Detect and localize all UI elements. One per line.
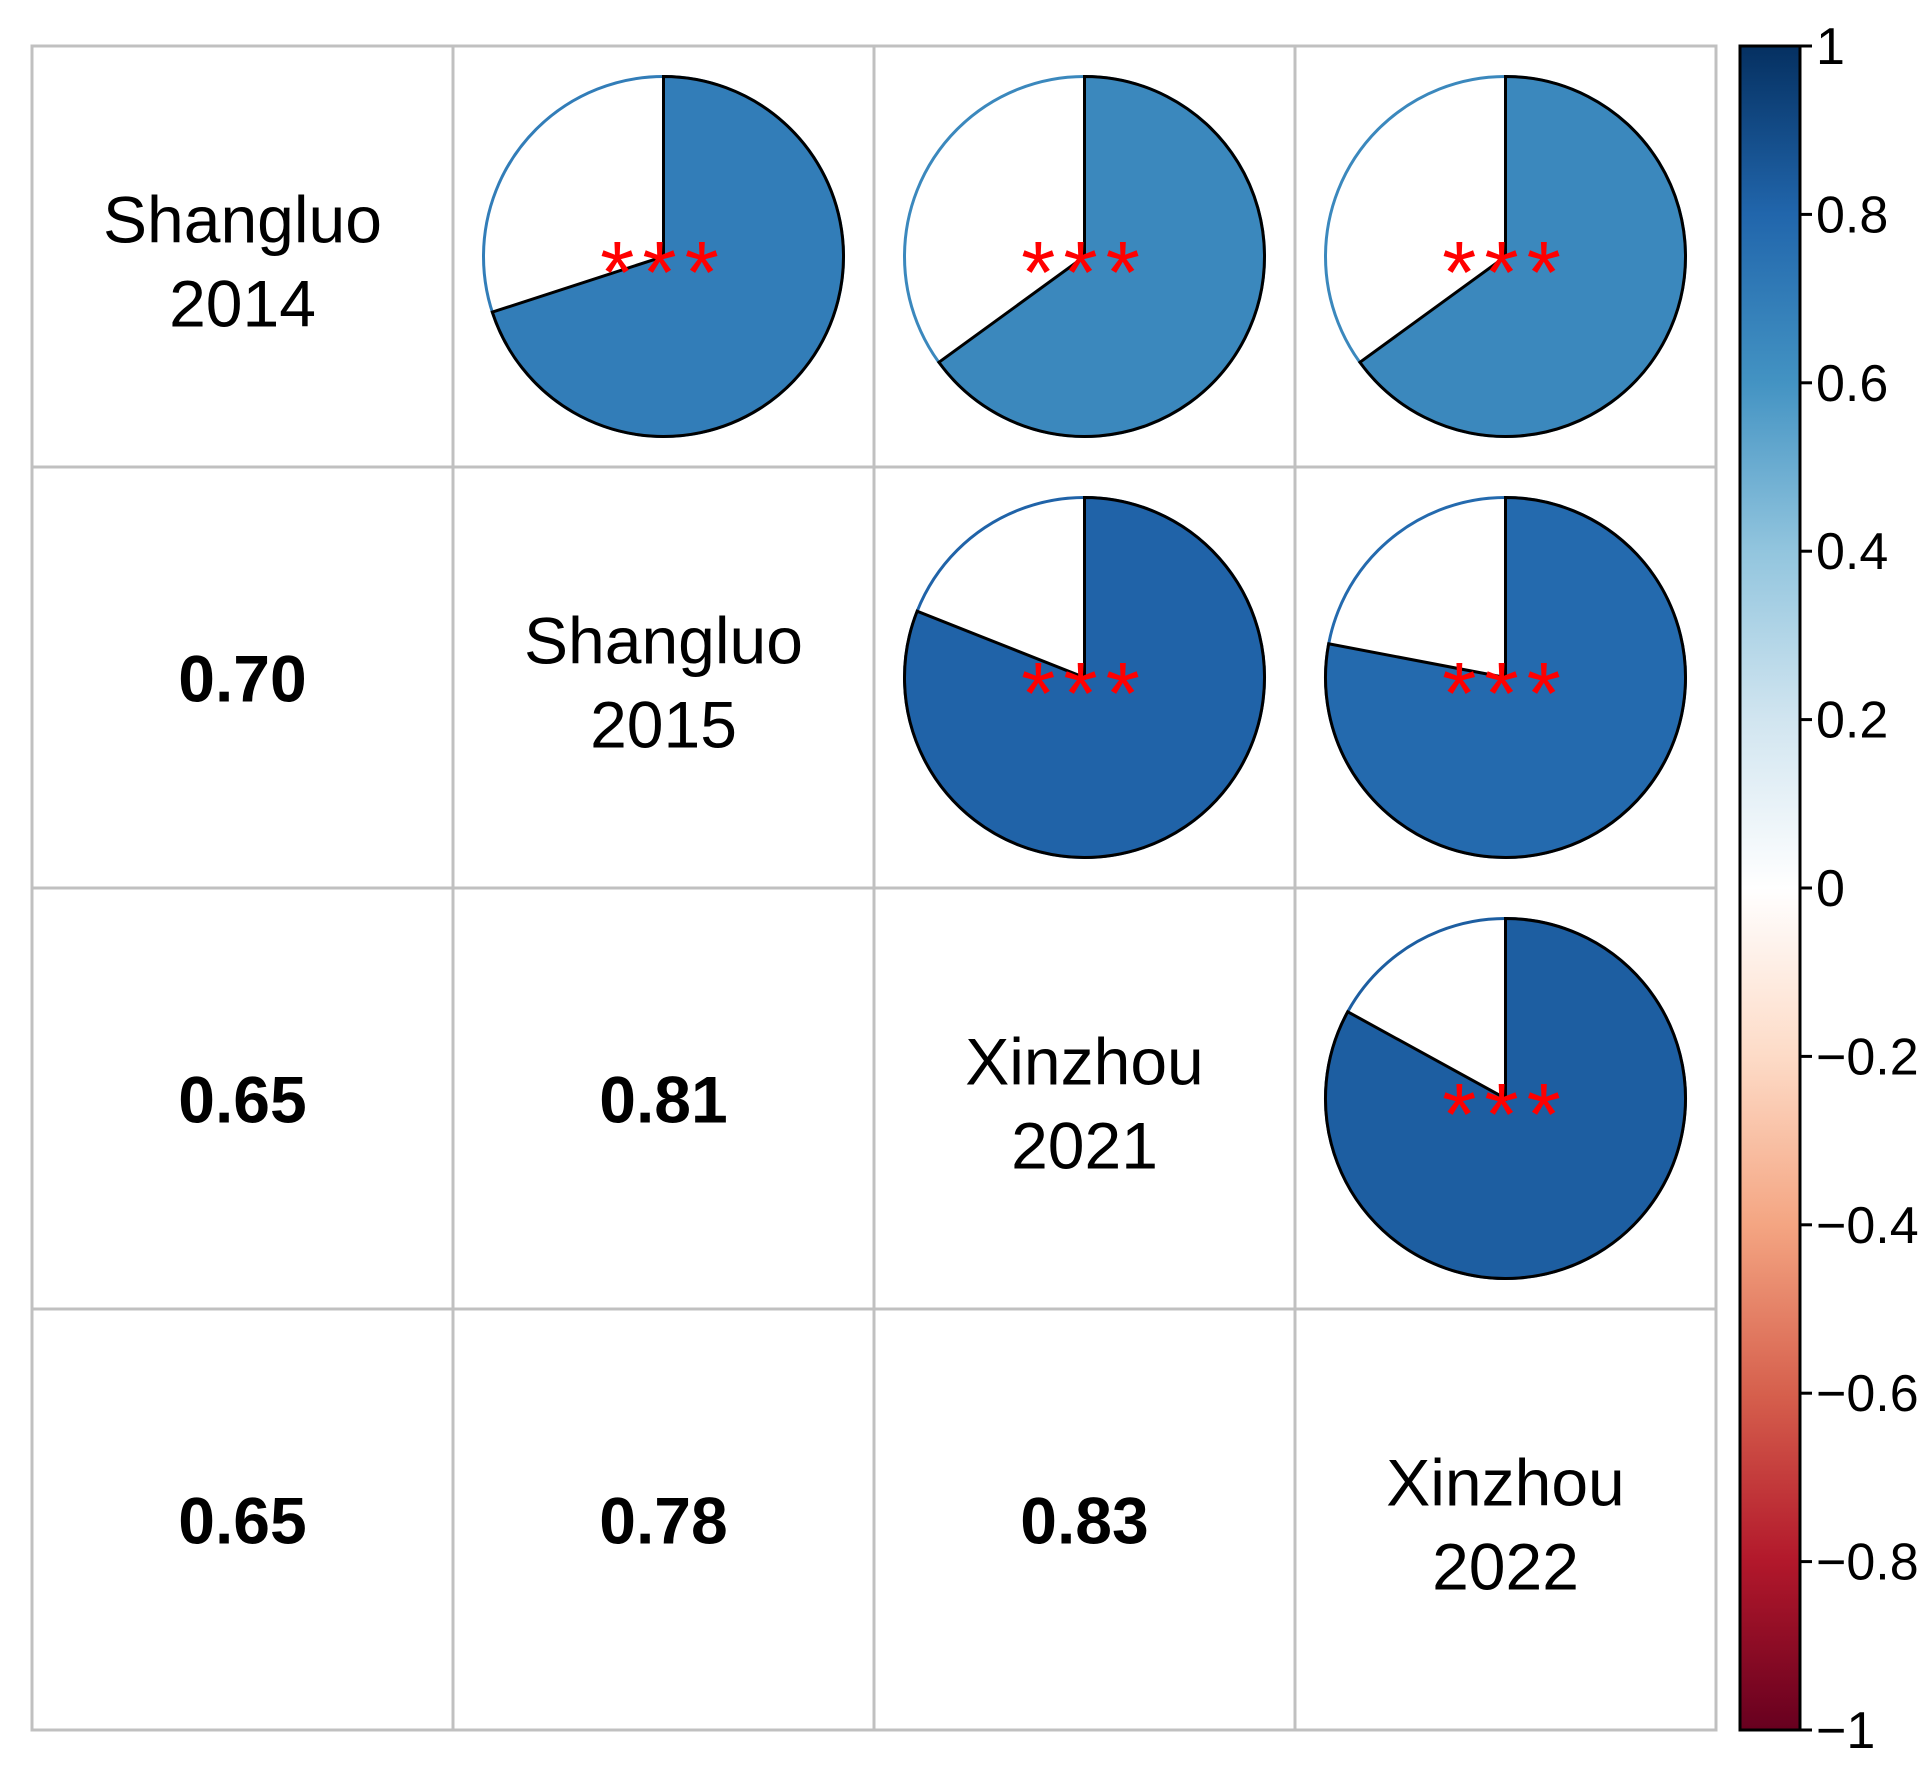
matrix-cell	[30, 44, 455, 469]
pie-wedge	[490, 74, 845, 438]
significance-stars: ***	[1442, 644, 1569, 743]
pie-wedge	[1324, 495, 1687, 859]
significance-stars: ***	[600, 223, 727, 322]
colorbar-tick-label: 1	[1816, 18, 1845, 76]
coefficient-label: 0.70	[178, 642, 306, 716]
colorbar-tick-label: −0.6	[1816, 1365, 1919, 1423]
variable-label: 2021	[1011, 1109, 1158, 1183]
colorbar-tick-label: 0	[1816, 860, 1845, 918]
colorbar-tick-label: −0.8	[1816, 1534, 1919, 1592]
matrix-cell	[451, 465, 876, 890]
matrix-cell	[451, 886, 876, 1311]
colorbar-tick-label: 0.6	[1816, 355, 1888, 413]
significance-stars: ***	[1442, 1065, 1569, 1164]
matrix-cell	[30, 1307, 455, 1732]
matrix-cells: Shangluo 2014 Shangluo 2015 Xinzhou 2021 Xinzh…	[30, 44, 1718, 1732]
colorbar-tick-label: −0.2	[1816, 1028, 1919, 1086]
coefficient-label: 0.65	[178, 1484, 306, 1558]
coefficient-label: 0.83	[1020, 1484, 1148, 1558]
matrix-cell	[1293, 1307, 1718, 1732]
colorbar-scale	[1738, 44, 1802, 1732]
coefficient-label: 0.78	[599, 1484, 727, 1558]
colorbar-tick-label: 0.2	[1816, 692, 1888, 750]
coefficient-label: 0.65	[178, 1063, 306, 1137]
significance-stars: ***	[1021, 644, 1148, 743]
matrix-cell	[30, 465, 455, 890]
significance-stars: ***	[1021, 223, 1148, 322]
colorbar-tick-label: 0.8	[1816, 186, 1888, 244]
variable-label: 2014	[169, 267, 316, 341]
correlation-pie	[1324, 495, 1687, 859]
colorbar-tick-label: 0.4	[1816, 523, 1888, 581]
correlation-pie	[903, 495, 1266, 859]
coefficient-label: 0.81	[599, 1063, 727, 1137]
significance-stars: ***	[1442, 223, 1569, 322]
matrix-cell	[872, 886, 1297, 1311]
variable-label: Shangluo	[103, 183, 382, 257]
correlation-pie	[482, 74, 845, 438]
variable-label: Shangluo	[524, 604, 803, 678]
correlation-pie	[1323, 916, 1687, 1280]
variable-label: Xinzhou	[965, 1025, 1204, 1099]
variable-label: Xinzhou	[1386, 1446, 1625, 1520]
colorbar-tick-label: −1	[1816, 1702, 1875, 1760]
pie-wedge	[936, 74, 1266, 438]
variable-label: 2022	[1432, 1530, 1579, 1604]
matrix-cell	[872, 1307, 1297, 1732]
pie-wedge	[903, 495, 1266, 859]
colorbar-tick-label: −0.4	[1816, 1197, 1919, 1255]
pie-wedge	[1323, 916, 1687, 1280]
colorbar: 1 0.8 0.6 0.4 0.2 0 −0.2 −0.4 −0.6 −0.8 −1	[1738, 18, 1919, 1760]
pie-wedge	[1357, 74, 1687, 438]
correlation-pie	[1324, 74, 1687, 438]
variable-label: 2015	[590, 688, 737, 762]
correlation-pie	[903, 74, 1266, 438]
